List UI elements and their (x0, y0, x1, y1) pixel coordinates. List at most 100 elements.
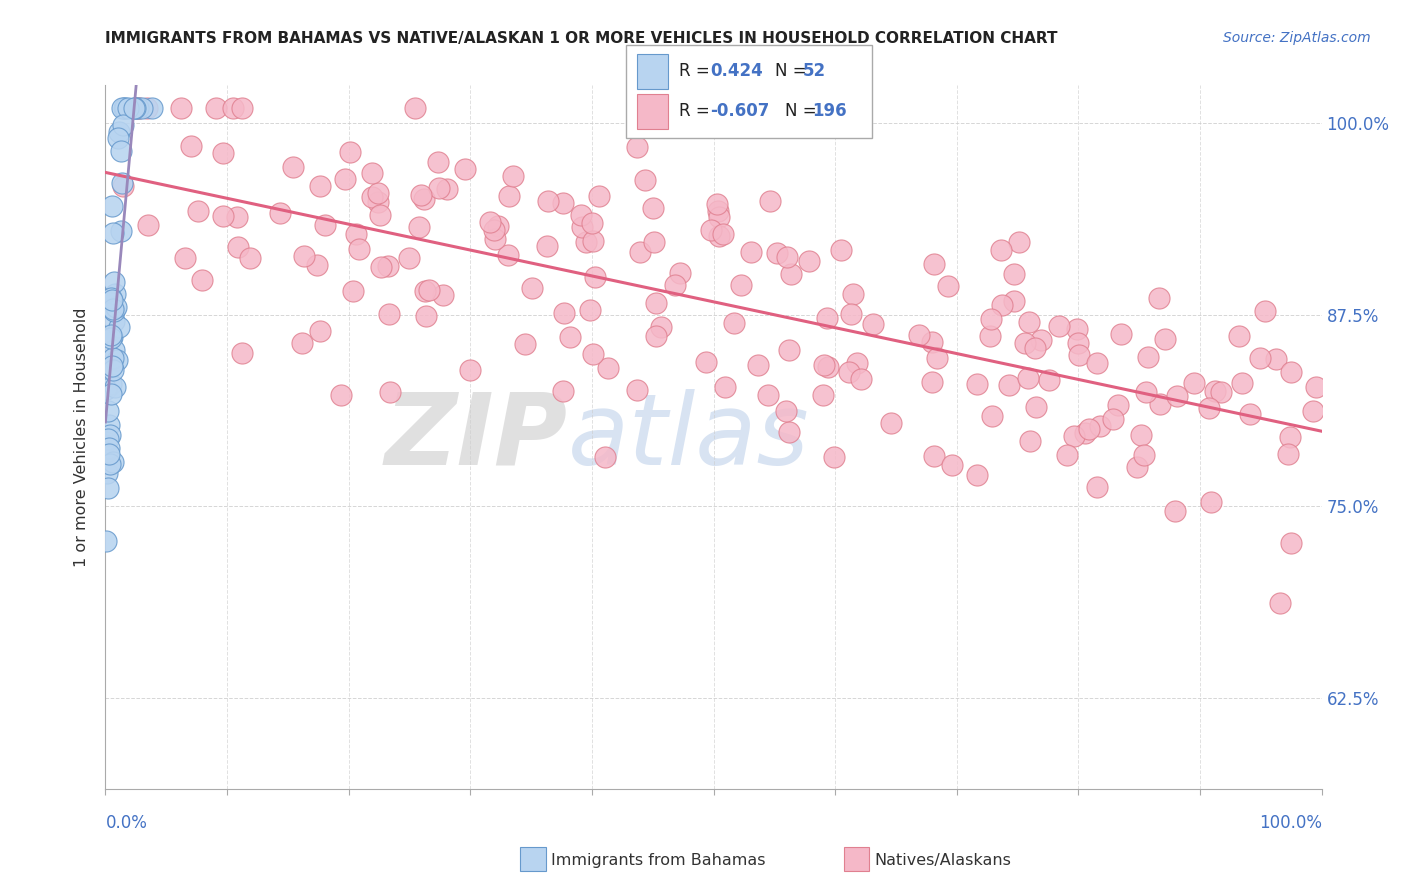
Point (1008, 235, 1031, 249)
Point (127, 101, 149, 115)
Point (778, 343, 800, 357)
Point (1018, 434, 1040, 449)
Point (111, 177, 134, 191)
Point (1302, 404, 1324, 418)
Point (1209, 385, 1232, 400)
Point (101, 226, 124, 240)
Point (979, 328, 1001, 343)
Point (231, 346, 253, 360)
Point (1085, 480, 1108, 494)
Point (502, 169, 524, 183)
Point (100, 377, 122, 392)
Point (404, 101, 426, 115)
Point (484, 223, 506, 237)
Point (797, 254, 820, 268)
Point (1014, 335, 1036, 350)
Point (108, 125, 131, 139)
Point (1277, 447, 1299, 461)
Point (94, 533, 117, 548)
Text: ZIP: ZIP (385, 389, 568, 485)
Point (842, 287, 865, 301)
Point (1017, 371, 1039, 385)
Point (723, 316, 745, 330)
Point (231, 101, 253, 115)
Point (108, 320, 131, 334)
Point (1279, 536, 1302, 550)
Point (96, 434, 118, 449)
Point (97, 404, 120, 418)
Point (1182, 376, 1205, 390)
Point (643, 201, 665, 215)
Point (378, 307, 401, 321)
Point (436, 182, 458, 196)
Point (110, 145, 132, 159)
Point (408, 220, 430, 235)
Point (817, 360, 839, 375)
Point (1085, 356, 1108, 370)
Point (1029, 333, 1052, 347)
Point (714, 379, 737, 393)
Point (111, 101, 134, 115)
Point (626, 384, 648, 398)
Point (291, 335, 314, 350)
Point (1002, 293, 1025, 308)
Point (579, 302, 602, 317)
Point (991, 298, 1014, 312)
Point (1166, 389, 1188, 403)
Text: 100.0%: 100.0% (1258, 814, 1322, 831)
Point (114, 101, 136, 115)
Point (571, 219, 593, 234)
Point (936, 278, 959, 293)
Point (98, 417, 121, 432)
Point (127, 101, 149, 115)
Point (1227, 329, 1250, 343)
Point (643, 235, 665, 249)
Point (779, 267, 801, 281)
Point (669, 266, 692, 280)
Text: R =: R = (679, 62, 716, 80)
Point (104, 287, 127, 301)
Point (96, 445, 118, 459)
Point (418, 283, 440, 297)
Point (484, 232, 506, 246)
Point (921, 334, 943, 349)
Point (309, 179, 332, 194)
Point (830, 243, 852, 257)
Point (190, 272, 212, 286)
Point (1149, 397, 1171, 411)
Point (1154, 332, 1177, 346)
Point (101, 359, 124, 374)
Point (107, 130, 129, 145)
Point (1056, 448, 1078, 462)
Point (101, 199, 124, 213)
Point (98, 427, 121, 442)
Point (361, 166, 384, 180)
Point (778, 425, 800, 439)
Text: Immigrants from Bahamas: Immigrants from Bahamas (551, 854, 766, 868)
Point (136, 218, 159, 232)
Point (100, 291, 122, 305)
Point (998, 378, 1021, 392)
Point (880, 416, 903, 430)
Point (112, 101, 135, 115)
Point (281, 160, 304, 174)
Point (645, 328, 668, 343)
Point (370, 260, 392, 274)
Point (626, 140, 648, 154)
Point (1264, 352, 1286, 367)
Point (124, 101, 146, 115)
Point (204, 101, 226, 115)
Point (921, 375, 943, 389)
Point (1239, 407, 1261, 421)
Point (1038, 373, 1060, 387)
Point (582, 347, 605, 361)
Point (707, 211, 730, 225)
Point (101, 293, 124, 308)
Point (1198, 401, 1220, 415)
Point (377, 260, 399, 274)
Point (103, 303, 125, 318)
Point (305, 258, 328, 272)
Point (222, 101, 245, 115)
Point (645, 296, 668, 310)
Point (1199, 495, 1222, 509)
